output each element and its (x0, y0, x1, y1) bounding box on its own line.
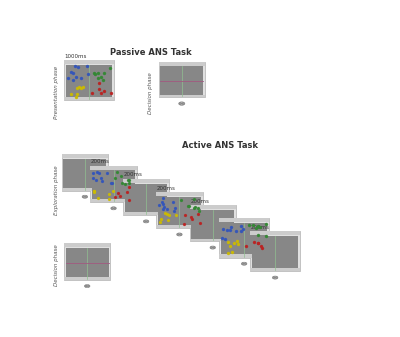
Bar (219, 218, 269, 257)
Bar (123, 179, 169, 183)
Circle shape (144, 220, 146, 222)
Circle shape (146, 220, 148, 222)
Bar (123, 212, 169, 215)
Circle shape (179, 234, 180, 235)
Circle shape (210, 247, 212, 249)
Text: Presentation phase: Presentation phase (54, 66, 60, 119)
Circle shape (181, 103, 182, 104)
Bar (219, 218, 269, 221)
Bar (156, 225, 203, 228)
Text: 200ms: 200ms (91, 159, 110, 164)
Circle shape (273, 277, 275, 279)
Text: 200ms: 200ms (124, 173, 142, 178)
Bar (190, 205, 236, 209)
Bar (158, 62, 205, 97)
Ellipse shape (82, 195, 88, 198)
Bar (250, 232, 300, 271)
Bar (190, 239, 236, 241)
Text: 200ms: 200ms (251, 225, 270, 230)
Circle shape (276, 277, 278, 279)
Ellipse shape (272, 276, 278, 279)
Bar (62, 154, 108, 191)
Circle shape (82, 196, 84, 198)
Text: Decision phase: Decision phase (148, 72, 153, 114)
Bar (123, 179, 169, 215)
Circle shape (88, 285, 90, 287)
Circle shape (244, 263, 246, 265)
Circle shape (177, 234, 179, 236)
Bar (250, 268, 300, 271)
Circle shape (114, 207, 116, 209)
Bar (90, 166, 137, 170)
Bar (156, 192, 203, 228)
Text: 1000ms: 1000ms (65, 54, 87, 59)
Circle shape (179, 102, 181, 105)
Bar (219, 254, 269, 257)
Bar (92, 171, 135, 201)
Bar (64, 243, 110, 247)
Ellipse shape (111, 207, 116, 210)
Circle shape (213, 247, 215, 249)
Ellipse shape (143, 220, 149, 223)
Bar (191, 210, 234, 241)
Circle shape (242, 263, 244, 265)
Bar (64, 243, 110, 280)
Text: Passive ANS Task: Passive ANS Task (110, 48, 192, 57)
Text: Exploration phase: Exploration phase (54, 166, 60, 215)
Bar (125, 184, 168, 214)
Bar (250, 232, 300, 236)
Text: Active ANS Task: Active ANS Task (182, 141, 258, 150)
Bar (158, 197, 201, 227)
Bar (221, 222, 267, 256)
Circle shape (113, 208, 114, 209)
Bar (158, 62, 205, 65)
Text: 200ms: 200ms (190, 199, 209, 204)
Circle shape (111, 207, 113, 209)
Bar (156, 192, 203, 196)
Bar (158, 95, 205, 97)
Circle shape (180, 234, 182, 236)
Text: 200ms: 200ms (157, 186, 176, 191)
Bar (90, 199, 137, 202)
Bar (62, 154, 108, 158)
Circle shape (85, 196, 87, 198)
Ellipse shape (179, 102, 185, 105)
Bar (64, 96, 114, 100)
Bar (64, 159, 106, 190)
Bar (64, 60, 114, 64)
Bar (66, 65, 112, 99)
Bar (160, 66, 203, 96)
Circle shape (182, 102, 184, 105)
Bar (64, 277, 110, 280)
Ellipse shape (177, 233, 182, 236)
Ellipse shape (241, 262, 247, 265)
Bar (66, 248, 108, 279)
Text: Decision phase: Decision phase (54, 244, 60, 286)
Circle shape (275, 277, 276, 278)
Bar (90, 166, 137, 202)
Circle shape (85, 285, 87, 287)
Bar (62, 188, 108, 191)
Bar (252, 236, 298, 270)
Bar (64, 60, 114, 100)
Circle shape (212, 247, 213, 248)
Bar (190, 205, 236, 241)
Ellipse shape (210, 246, 216, 249)
Ellipse shape (84, 284, 90, 287)
Circle shape (84, 196, 85, 197)
